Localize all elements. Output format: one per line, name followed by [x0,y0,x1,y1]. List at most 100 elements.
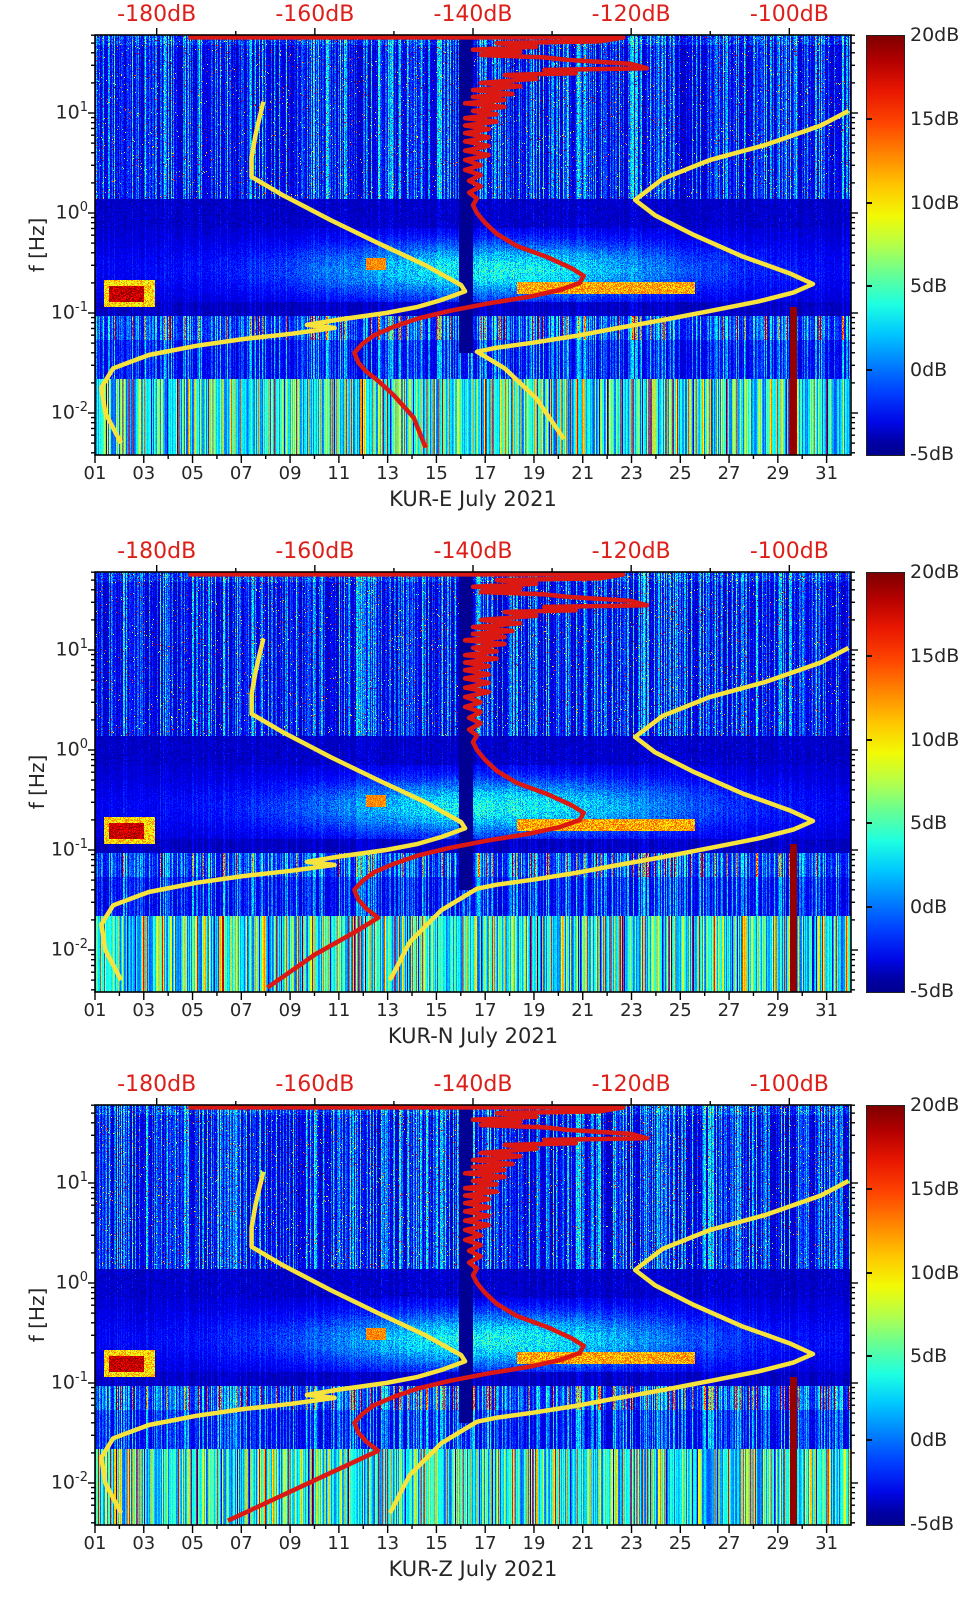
top-db-tick-label: -180dB [117,539,197,564]
spectrogram-panel-e: -180dB -160dB -140dB -120dB -100dB f [Hz] KU… [0,0,962,537]
top-db-axis: -180dB -160dB -140dB -120dB -100dB [0,2,962,30]
top-db-tick-label: -140dB [433,1072,513,1097]
x-tick-label: 29 [766,1000,790,1021]
top-db-tick-label: -180dB [117,1072,197,1097]
colorbar-tick-label: 5dB [910,275,948,298]
y-tick-label: 10-2 [50,1470,88,1494]
x-tick-label: 21 [571,1000,595,1021]
x-tick-label: 05 [181,1000,204,1021]
colorbar-tick [866,822,872,825]
y-tick-label: 101 [55,1170,88,1194]
x-tick-label: 05 [181,1533,204,1554]
x-tick-label: 23 [620,1533,643,1554]
colorbar-tick-label: -5dB [910,980,955,1002]
y-tick-label: 10-1 [50,837,88,861]
x-tick-label: 11 [327,463,351,484]
x-tick-label: 27 [717,463,741,484]
x-tick-label: 23 [620,1000,643,1021]
colorbar-tick [866,1271,872,1274]
x-tick-label: 07 [229,1533,253,1554]
colorbar-tick-label: 10dB [910,728,960,751]
x-tick-label: 09 [278,1533,302,1554]
spectrogram-canvas [95,572,851,992]
x-tick-label: 31 [815,1000,839,1021]
spectrogram-panel-z: -180dB -160dB -140dB -120dB -100dB f [Hz] KU… [0,1070,962,1599]
x-tick-label: 25 [668,463,692,484]
y-axis-title: f [Hz] [25,1287,49,1343]
colorbar-tick-label: 20dB [910,561,960,583]
x-tick-label: 15 [424,1000,448,1021]
x-tick-label: 31 [815,463,839,484]
x-tick-label: 09 [278,463,302,484]
plot-area [95,35,851,455]
y-tick-label: 101 [55,100,88,124]
x-tick-label: 17 [473,1533,497,1554]
top-db-tick-label: -100dB [749,2,829,27]
x-tick-label: 03 [132,463,156,484]
colorbar [866,1105,905,1526]
plot-area [95,572,851,992]
spectrogram-panel-n: -180dB -160dB -140dB -120dB -100dB f [Hz] KU… [0,537,962,1074]
colorbar-tick-label: 0dB [910,896,948,919]
colorbar [866,35,905,456]
panel-title: KUR-Z July 2021 [388,1557,558,1581]
colorbar-tick [866,1355,872,1358]
y-tick-label: 100 [55,737,88,761]
x-tick-label: 21 [571,463,595,484]
top-db-tick-label: -120dB [591,1072,671,1097]
top-db-axis: -180dB -160dB -140dB -120dB -100dB [0,539,962,567]
x-tick-label: 09 [278,1000,302,1021]
x-tick-label: 25 [668,1000,692,1021]
x-tick-label: 15 [424,463,448,484]
panel-title: KUR-N July 2021 [387,1024,559,1048]
x-tick-label: 19 [522,1533,546,1554]
x-tick-label: 23 [620,463,643,484]
colorbar-tick [866,906,872,909]
colorbar-tick-label: 15dB [910,644,960,667]
colorbar-tick [866,1187,872,1190]
top-db-tick-label: -100dB [749,1072,829,1097]
colorbar-tick [866,1439,872,1442]
spectrogram-canvas [95,35,851,455]
x-tick-label: 07 [229,463,253,484]
top-db-tick-label: -120dB [591,2,671,27]
colorbar-tick [866,738,872,741]
x-tick-label: 11 [327,1533,351,1554]
x-tick-label: 17 [473,463,497,484]
x-tick-label: 29 [766,463,790,484]
colorbar-tick-label: 10dB [910,1261,960,1284]
x-tick-label: 15 [424,1533,448,1554]
x-tick-label: 21 [571,1533,595,1554]
colorbar-tick-label: 15dB [910,107,960,130]
colorbar-tick [866,285,872,288]
top-db-axis: -180dB -160dB -140dB -120dB -100dB [0,1072,962,1100]
spectrogram-canvas [95,1105,851,1525]
y-tick-label: 10-1 [50,1370,88,1394]
colorbar-tick-label: -5dB [910,443,955,465]
panel-title: KUR-E July 2021 [389,487,557,511]
colorbar-tick [866,201,872,204]
colorbar-tick-label: 5dB [910,1345,948,1368]
y-axis-title: f [Hz] [25,754,49,810]
top-db-tick-label: -120dB [591,539,671,564]
x-tick-label: 01 [83,463,107,484]
colorbar-tick-label: 20dB [910,1094,960,1116]
y-tick-label: 10-2 [50,937,88,961]
y-tick-label: 101 [55,637,88,661]
x-tick-label: 29 [766,1533,790,1554]
top-db-tick-label: -160dB [275,1072,355,1097]
x-tick-label: 03 [132,1533,156,1554]
colorbar-tick-label: 0dB [910,1429,948,1452]
x-tick-label: 07 [229,1000,253,1021]
top-db-tick-label: -160dB [275,2,355,27]
x-tick-label: 03 [132,1000,156,1021]
colorbar-tick-label: 10dB [910,191,960,214]
x-tick-label: 25 [668,1533,692,1554]
y-axis-title: f [Hz] [25,217,49,273]
top-db-tick-label: -100dB [749,539,829,564]
colorbar-tick [866,117,872,120]
x-tick-label: 17 [473,1000,497,1021]
colorbar-tick-label: 5dB [910,812,948,835]
colorbar-tick-label: -5dB [910,1513,955,1535]
